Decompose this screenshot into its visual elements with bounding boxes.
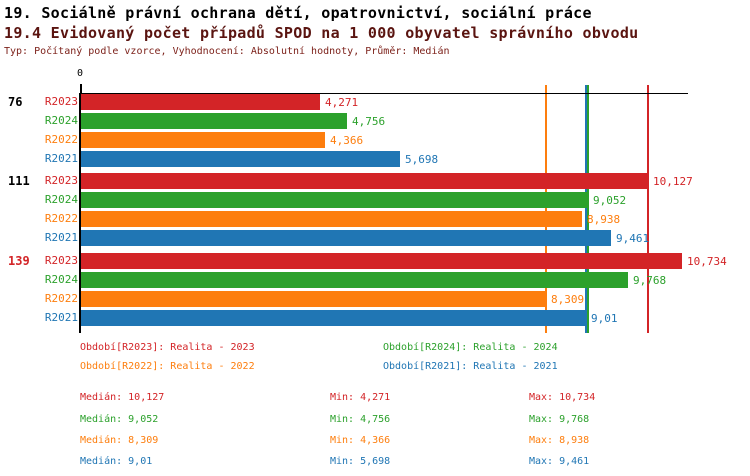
x-axis-top-line [80,93,688,94]
median-line-r2021 [584,85,587,333]
row-label-r2023: R2023 [44,174,78,187]
bar-111-r2021 [81,230,611,246]
row-label-r2022: R2022 [44,292,78,305]
stat-median-r2023: Medián: 10,127 [80,392,165,403]
bar-76-r2024 [81,113,347,129]
page-title: 19. Sociálně právní ochrana dětí, opatro… [4,4,592,22]
stat-min-r2024: Min: 4,756 [330,414,391,425]
median-line-r2024 [586,85,589,333]
bar-value-111-r2023: 10,127 [653,175,693,188]
stat-median-r2024: Medián: 9,052 [80,414,159,425]
row-label-r2021: R2021 [44,152,78,165]
row-label-r2023: R2023 [44,254,78,267]
legend-item-r2022: Období[R2022]: Realita - 2022 [80,361,255,372]
stat-median-r2021: Medián: 9,01 [80,456,153,467]
bar-value-76-r2022: 4,366 [330,134,364,147]
median-line-r2023 [647,85,650,333]
stat-max-r2024: Max: 9,768 [529,414,590,425]
row-label-r2024: R2024 [44,193,78,206]
chart-subtitle: Typ: Počítaný podle vzorce, Vyhodnocení:… [4,46,450,57]
group-label-76: 76 [8,95,23,109]
bar-value-76-r2021: 5,698 [405,153,439,166]
bar-value-111-r2024: 9,052 [593,194,627,207]
bar-value-111-r2022: 8,938 [587,213,621,226]
stat-min-r2023: Min: 4,271 [330,392,391,403]
bar-139-r2021 [81,310,586,326]
legend-item-r2021: Období[R2021]: Realita - 2021 [383,361,558,372]
row-label-r2023: R2023 [44,95,78,108]
stat-max-r2021: Max: 9,461 [529,456,590,467]
row-label-r2024: R2024 [44,273,78,286]
bar-139-r2023 [81,253,682,269]
row-label-r2021: R2021 [44,311,78,324]
bar-111-r2023 [81,173,648,189]
row-label-r2022: R2022 [44,133,78,146]
bar-76-r2023 [81,94,320,110]
row-label-r2022: R2022 [44,212,78,225]
bar-111-r2024 [81,192,588,208]
bar-139-r2024 [81,272,628,288]
bar-value-139-r2022: 8,309 [551,293,585,306]
row-label-r2024: R2024 [44,114,78,127]
stat-max-r2022: Max: 8,938 [529,435,590,446]
zero-tick [80,84,82,94]
bar-value-139-r2021: 9,01 [591,312,618,325]
group-label-111: 111 [8,174,30,188]
stat-median-r2022: Medián: 8,309 [80,435,159,446]
stat-max-r2023: Max: 10,734 [529,392,596,403]
x-axis-zero-label: 0 [77,68,84,79]
bar-value-76-r2023: 4,271 [325,96,359,109]
stat-min-r2021: Min: 5,698 [330,456,391,467]
group-label-139: 139 [8,254,30,268]
y-axis-line [79,93,81,333]
row-label-r2021: R2021 [44,231,78,244]
bar-76-r2022 [81,132,325,148]
legend-item-r2024: Období[R2024]: Realita - 2024 [383,342,558,353]
bar-139-r2022 [81,291,546,307]
bar-value-139-r2024: 9,768 [633,274,667,287]
bar-value-76-r2024: 4,756 [352,115,386,128]
legend-item-r2023: Období[R2023]: Realita - 2023 [80,342,255,353]
bar-value-111-r2021: 9,461 [616,232,650,245]
bar-value-139-r2023: 10,734 [687,255,727,268]
bar-111-r2022 [81,211,582,227]
indicator-title: 19.4 Evidovaný počet případů SPOD na 1 0… [4,24,639,42]
stat-min-r2022: Min: 4,366 [330,435,391,446]
median-line-r2022 [545,85,548,333]
bar-76-r2021 [81,151,400,167]
